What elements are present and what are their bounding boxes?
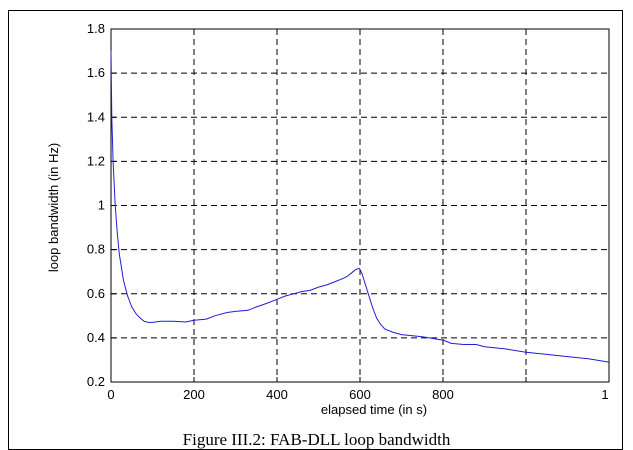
figure-caption: Figure III.2: FAB-DLL loop bandwidth [182,430,451,449]
y-ticks: 0.2 0.4 0.6 0.8 1 1.2 1.4 1.6 1.8 [87,21,116,389]
x-tick-label: 800 [432,387,454,402]
x-tick-label: 400 [266,387,288,402]
bandwidth-series-line [110,51,610,363]
y-axis-label-text: loop bandwidth (in Hz) [46,143,61,272]
bandwidth-chart: 0 200 400 600 800 1 0.2 0.4 0.6 0.8 1 1.2 1.4 1.6 1.8… [46,21,610,417]
y-tick-label: 1.2 [87,153,105,168]
x-tick-label: 0 [107,387,114,402]
x-tick-label: 1 [601,387,608,402]
y-tick-label: 0.6 [87,286,105,301]
y-tick-label: 0.2 [87,374,105,389]
y-tick-label: 1.4 [87,109,105,124]
y-axis-label: loop bandwidth (in Hz) [46,143,61,272]
y-tick-label: 1 [98,198,105,213]
x-ticks: 0 200 400 600 800 1 [107,377,609,402]
x-tick-label: 600 [349,387,371,402]
y-tick-label: 1.8 [87,21,105,36]
grid-lines [111,29,609,382]
y-tick-label: 0.8 [87,242,105,257]
y-tick-label: 1.6 [87,65,105,80]
y-tick-label: 0.4 [87,330,105,345]
x-tick-label: 200 [183,387,205,402]
x-axis-label: elapsed time (in s) [321,402,427,417]
